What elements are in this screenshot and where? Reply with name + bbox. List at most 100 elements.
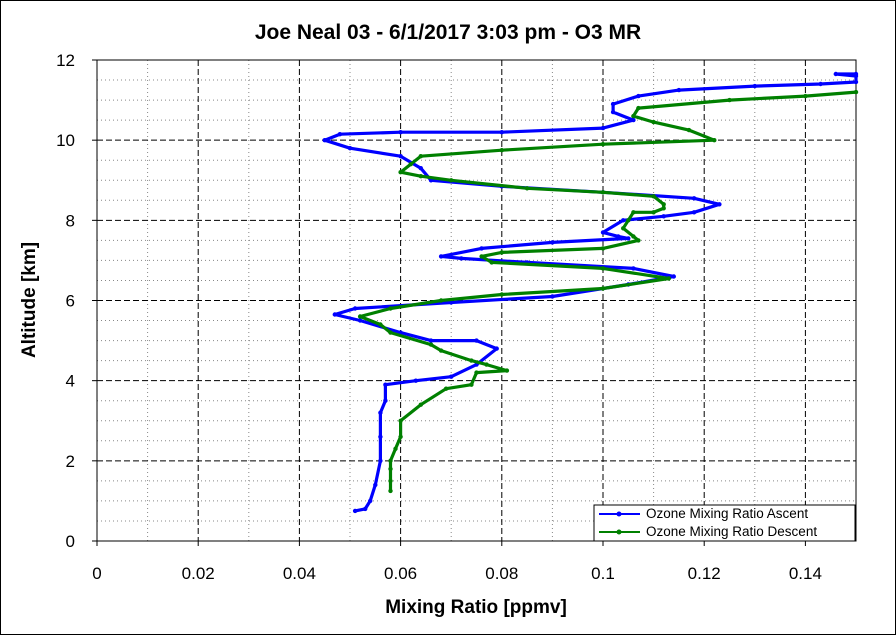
series-descent-point xyxy=(398,434,403,439)
series-ascent-point xyxy=(494,346,499,351)
series-ascent-point xyxy=(449,374,454,379)
series-descent-point xyxy=(712,138,717,143)
series-ascent-point xyxy=(363,506,368,512)
series-ascent-point xyxy=(398,154,403,159)
series-descent-point xyxy=(398,170,403,175)
series-descent-point xyxy=(388,466,393,472)
series-ascent-point xyxy=(449,300,454,305)
series-ascent-point xyxy=(610,101,616,107)
series-descent-point xyxy=(388,330,393,335)
series-descent-point xyxy=(853,89,859,95)
series-descent-point xyxy=(666,276,671,281)
series-descent-point xyxy=(418,174,423,179)
series-descent-point xyxy=(438,348,444,353)
series-ascent-point xyxy=(600,230,606,235)
legend: Ozone Mixing Ratio Ascent Ozone Mixing R… xyxy=(593,504,856,542)
series-descent-point xyxy=(388,488,393,494)
series-descent-point xyxy=(626,218,631,223)
series-ascent-point xyxy=(337,132,343,137)
series-ascent-point xyxy=(352,306,358,311)
series-ascent-point xyxy=(398,130,403,135)
series-ascent-point xyxy=(853,79,859,85)
series-descent-point xyxy=(388,478,393,484)
series-ascent-point xyxy=(378,410,383,415)
series-ascent xyxy=(322,71,859,514)
series-descent-point xyxy=(686,127,692,133)
legend-marker-ascent xyxy=(616,511,622,517)
series-descent-point xyxy=(484,362,489,367)
series-ascent-point xyxy=(631,117,636,123)
series-descent-point xyxy=(727,97,732,103)
y-axis-title: Altitude [km] xyxy=(19,242,40,358)
legend-label-descent: Ozone Mixing Ratio Descent xyxy=(646,524,817,539)
series-ascent-point xyxy=(853,71,859,77)
series-ascent-line xyxy=(323,72,858,513)
series-descent-point xyxy=(636,238,641,243)
x-tick-label: 0.12 xyxy=(688,564,721,583)
series-descent-point xyxy=(499,148,504,153)
series-ascent-point xyxy=(474,338,479,343)
series-ascent-point xyxy=(691,196,697,201)
y-tick-label: 6 xyxy=(66,292,75,311)
series-descent-point xyxy=(600,266,606,271)
series-ascent-point xyxy=(671,274,676,279)
series-descent-point xyxy=(504,368,510,373)
y-tick-label: 0 xyxy=(66,532,75,551)
x-tick-label: 0.02 xyxy=(182,564,215,583)
legend-marker-descent xyxy=(616,529,622,535)
series-ascent-point xyxy=(373,482,378,488)
series-descent-point xyxy=(600,190,606,195)
x-axis-title: Mixing Ratio [ppmv] xyxy=(385,597,567,618)
y-tick-label: 10 xyxy=(56,131,75,150)
chart-title: Joe Neal 03 - 6/1/2017 3:03 pm - O3 MR xyxy=(255,21,641,44)
series-descent-point xyxy=(600,142,606,147)
series-descent-point xyxy=(600,286,606,291)
series-descent-point xyxy=(418,154,423,159)
series-ascent-point xyxy=(383,398,388,403)
series-ascent-point xyxy=(691,210,697,215)
series-descent-point xyxy=(524,186,530,191)
x-tick-label: 0.14 xyxy=(789,564,822,583)
series-ascent-point xyxy=(752,83,757,89)
series-descent-point xyxy=(661,202,666,207)
series-descent-line xyxy=(358,90,858,493)
x-tick-label: 0.1 xyxy=(591,564,615,583)
series-descent-point xyxy=(469,358,474,363)
y-tick-label: 12 xyxy=(56,51,75,70)
series-descent-point xyxy=(474,370,479,375)
series-descent-point xyxy=(651,210,656,215)
y-tick-label: 4 xyxy=(66,372,75,391)
series-ascent-point xyxy=(616,234,621,239)
series-ascent-point xyxy=(428,338,434,343)
series-descent-point xyxy=(631,210,636,215)
legend-box xyxy=(593,504,856,542)
legend-label-ascent: Ozone Mixing Ratio Ascent xyxy=(646,506,808,521)
series-ascent-point xyxy=(717,202,722,207)
y-tick-label: 2 xyxy=(66,452,75,471)
series-descent-point xyxy=(499,250,504,255)
series-ascent-point xyxy=(368,498,373,504)
series-ascent-point xyxy=(378,458,383,463)
series-ascent-point xyxy=(357,318,363,323)
series-layer xyxy=(322,71,859,514)
series-ascent-point xyxy=(610,109,616,115)
series-ascent-point xyxy=(626,236,631,241)
series-ascent-point xyxy=(322,138,327,143)
series-ascent-point xyxy=(833,71,838,77)
series-descent-point xyxy=(499,292,504,297)
x-tick-label: 0.06 xyxy=(384,564,417,583)
series-descent-point xyxy=(393,446,398,451)
series-descent-point xyxy=(651,119,656,125)
series-ascent-point xyxy=(636,93,641,99)
series-ascent-point xyxy=(332,312,337,317)
series-descent-point xyxy=(631,113,636,119)
series-descent-point xyxy=(443,386,449,391)
series-descent-point xyxy=(388,458,393,463)
series-descent-point xyxy=(661,206,666,211)
series-ascent-point xyxy=(383,382,388,387)
series-ascent-point xyxy=(413,378,418,383)
series-ascent-point xyxy=(378,434,383,439)
series-descent-point xyxy=(621,226,626,231)
series-ascent-point xyxy=(459,256,464,261)
